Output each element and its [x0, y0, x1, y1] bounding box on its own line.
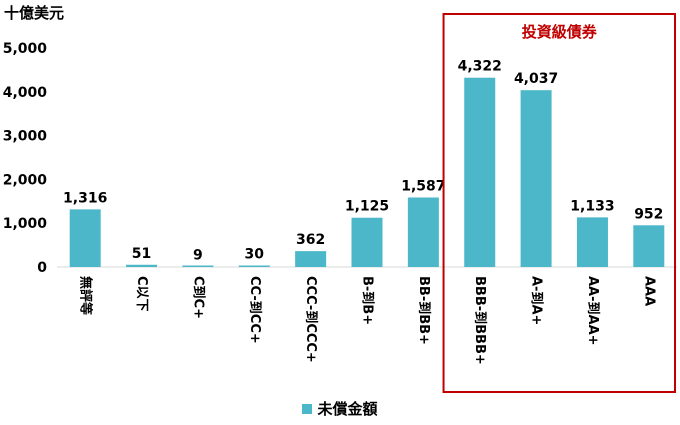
bar-chart: 0 1,000 2,000 3,000 4,000 5,000 1,316 無評等 51 C以下 9…: [3, 13, 677, 393]
data-label: 51: [132, 246, 151, 262]
y-tick-label: 1,000: [3, 216, 48, 232]
y-tick-label: 5,000: [3, 41, 48, 57]
bar: [520, 90, 552, 267]
data-label: 1,133: [570, 198, 614, 214]
data-label: 362: [296, 232, 325, 248]
y-tick-label: 4,000: [3, 85, 48, 101]
y-axis-unit-label: 十億美元: [4, 4, 65, 22]
category-label: C到C+: [190, 276, 205, 319]
data-label: 1,316: [63, 190, 107, 206]
data-label: 1,587: [401, 178, 445, 194]
bar: [576, 217, 608, 267]
data-label: 9: [193, 248, 203, 264]
category-label: B-到B+: [360, 276, 375, 325]
y-tick-label: 2,000: [3, 172, 48, 188]
legend: 未償金額: [0, 398, 680, 419]
bar: [464, 77, 496, 267]
category-label: BBB-到BBB+: [472, 276, 487, 365]
data-label: 4,322: [458, 59, 502, 75]
category-label: AAA: [641, 276, 656, 306]
legend-swatch: [302, 403, 313, 414]
bar: [351, 217, 383, 267]
data-label: 1,125: [345, 199, 389, 215]
category-label: CC-到CC+: [247, 276, 262, 344]
data-label: 4,037: [514, 71, 558, 87]
category-label: AA-到AA+: [585, 276, 600, 346]
bar: [126, 264, 158, 267]
investment-grade-label: 投資級債券: [522, 23, 598, 41]
category-label: C以下: [134, 276, 149, 312]
bar: [182, 265, 214, 267]
category-label: 無評等: [78, 276, 94, 315]
legend-label: 未償金額: [317, 400, 378, 418]
bar: [238, 265, 270, 267]
data-label: 30: [245, 247, 265, 263]
bar: [295, 251, 327, 267]
category-label: BB-到BB+: [416, 276, 431, 345]
investment-grade-highlight-box: [442, 13, 676, 393]
y-tick-label: 0: [37, 260, 47, 276]
bar: [407, 197, 439, 267]
category-label: CCC-到CCC+: [303, 276, 318, 363]
y-tick-label: 3,000: [3, 129, 48, 145]
bar: [69, 209, 101, 267]
category-label: A-到A+: [529, 276, 544, 325]
bar: [633, 225, 665, 267]
data-label: 952: [634, 206, 663, 222]
